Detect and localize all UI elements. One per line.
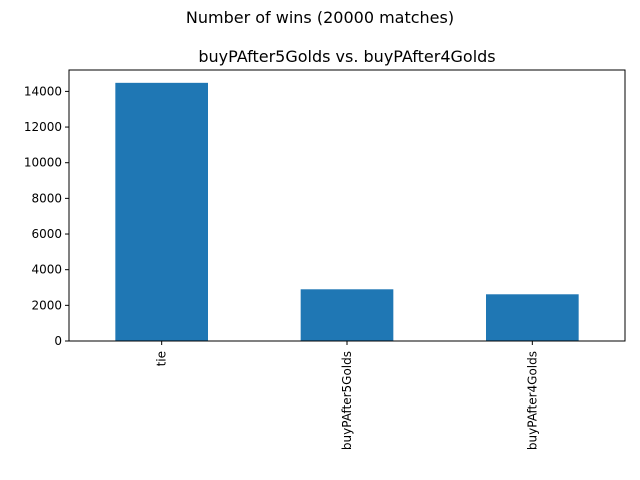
x-tick-label: buyPAfter4Golds: [525, 351, 539, 450]
y-tick-label: 14000: [24, 84, 62, 98]
y-tick-label: 6000: [31, 227, 62, 241]
x-axis: tie buyPAfter5Golds buyPAfter4Golds: [155, 341, 539, 450]
chart-title: buyPAfter5Golds vs. buyPAfter4Golds: [198, 47, 495, 66]
y-tick-label: 2000: [31, 298, 62, 312]
plot-frame: [68, 69, 626, 342]
x-tick-label: buyPAfter5Golds: [340, 351, 354, 450]
y-tick-label: 8000: [31, 191, 62, 205]
y-axis: 0 2000 4000 6000 8000 10000 12000 14000: [24, 84, 69, 348]
y-tick-label: 4000: [31, 263, 62, 277]
bar-tie: [115, 82, 208, 341]
y-tick-label: 0: [54, 334, 62, 348]
bar-buyPAfter5Golds: [300, 289, 394, 341]
y-tick-label: 10000: [24, 156, 62, 170]
bar-buyPAfter4Golds: [486, 294, 579, 341]
chart-suptitle: Number of wins (20000 matches): [186, 8, 454, 27]
x-tick-label: tie: [155, 351, 169, 366]
bars-layer: [115, 82, 579, 341]
y-tick-label: 12000: [24, 120, 62, 134]
